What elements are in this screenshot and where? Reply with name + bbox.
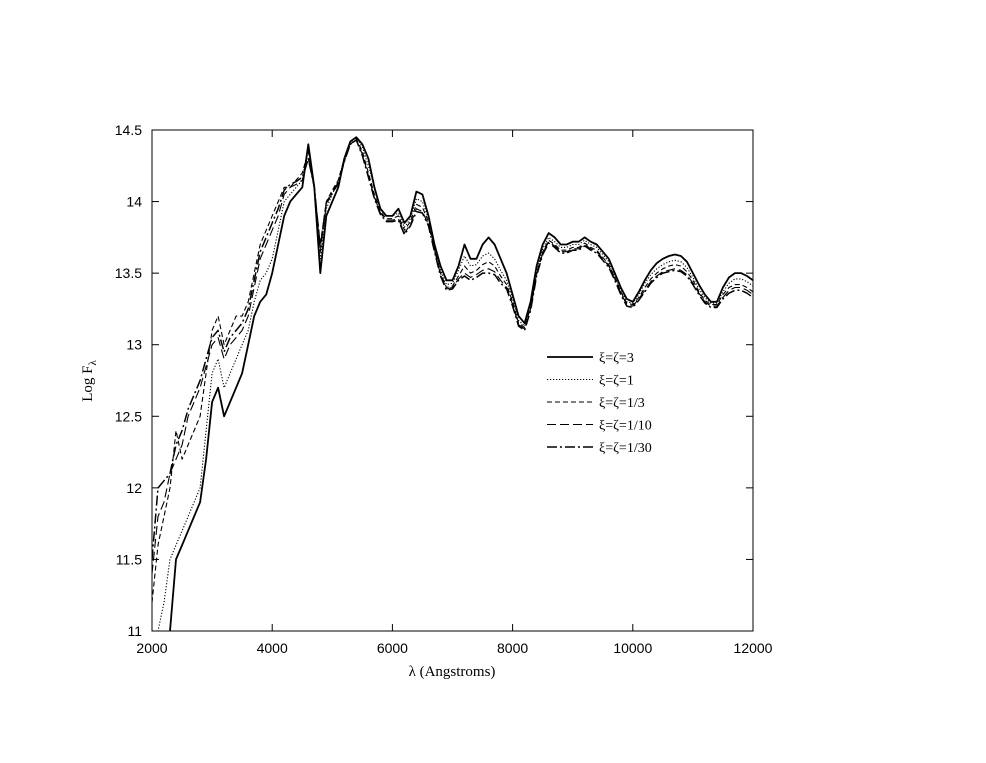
legend-label: ξ=ζ=1/10 xyxy=(599,419,652,434)
legend: ξ=ζ=3 ξ=ζ=1 ξ=ζ=1/3 ξ=ζ=1/10 ξ=ζ=1/30 xyxy=(547,351,652,456)
y-tick-label: 14 xyxy=(126,194,142,210)
y-tick-label: 13 xyxy=(126,337,142,353)
series-line-5 xyxy=(152,139,753,560)
legend-label: ξ=ζ=1 xyxy=(599,374,634,389)
series-line-3 xyxy=(152,138,753,603)
plot-frame xyxy=(151,129,754,632)
y-axis-label-sub: λ xyxy=(87,360,99,366)
series-line-4 xyxy=(152,139,753,574)
y-tick-label: 13.5 xyxy=(115,265,142,281)
series-group xyxy=(152,136,753,631)
y-axis-label: Log Fλ xyxy=(80,360,99,402)
x-tick-label: 8000 xyxy=(497,640,528,656)
x-tick-label: 12000 xyxy=(734,640,773,656)
x-tick-label: 4000 xyxy=(257,640,288,656)
y-axis-label-main: Log F xyxy=(80,366,96,402)
x-tick-label: 6000 xyxy=(377,640,408,656)
legend-label: ξ=ζ=1/3 xyxy=(599,396,645,411)
x-axis-label: λ (Angstroms) xyxy=(409,664,496,680)
series-line-1 xyxy=(169,136,753,631)
legend-label: ξ=ζ=3 xyxy=(599,351,634,366)
axis-ticks: 2000 4000 6000 8000 10000 12000 11 11.5 12 12.5 13… xyxy=(115,122,773,656)
y-tick-label: 12.5 xyxy=(115,408,142,424)
x-tick-label: 2000 xyxy=(136,640,167,656)
y-tick-label: 11 xyxy=(127,623,142,639)
series-line-2 xyxy=(157,136,753,631)
legend-label: ξ=ζ=1/30 xyxy=(599,441,652,456)
y-tick-label: 11.5 xyxy=(116,551,142,567)
x-tick-label: 10000 xyxy=(613,640,652,656)
svg-text:Log Fλ: Log Fλ xyxy=(80,360,99,402)
y-tick-label: 12 xyxy=(126,480,142,496)
y-tick-label: 14.5 xyxy=(115,122,142,138)
